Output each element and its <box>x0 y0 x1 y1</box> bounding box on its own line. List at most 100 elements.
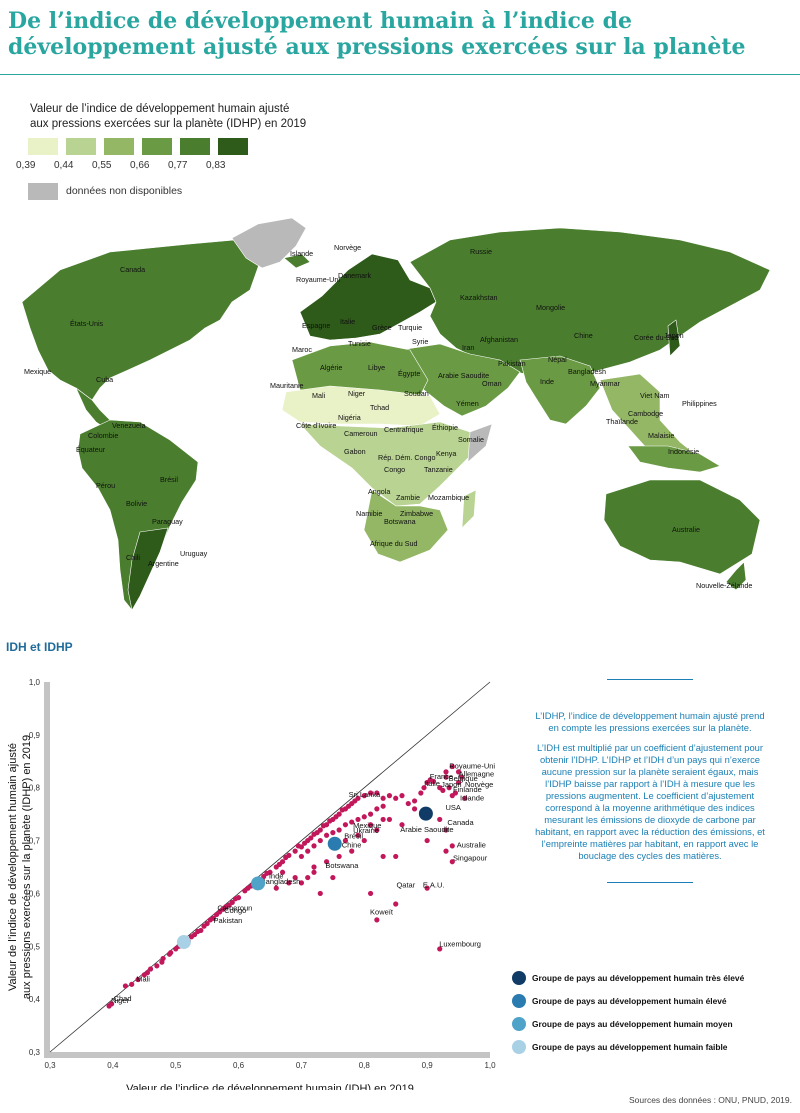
map-label: Namibie <box>356 509 382 518</box>
x-tick-label: 0,6 <box>233 1061 245 1070</box>
map-label: Nigéria <box>338 413 361 422</box>
data-point <box>393 901 399 907</box>
data-point <box>323 832 330 838</box>
legend-swatch-5 <box>218 138 248 155</box>
map-label: Australie <box>672 525 700 534</box>
world-map: Canada États-Unis Mexique Cuba VenezuelaColo… <box>21 217 771 611</box>
data-point <box>210 915 217 921</box>
nodata-label: données non disponibles <box>66 185 183 197</box>
point-label: Mexique <box>353 821 381 830</box>
data-point <box>455 769 462 775</box>
point-label: Allemagne <box>459 769 494 778</box>
point-label: Ukraine <box>353 826 379 835</box>
point-label: Chad <box>114 994 132 1003</box>
map-label: Népal <box>548 355 567 364</box>
data-point <box>443 848 449 854</box>
data-point <box>443 769 449 775</box>
data-point <box>273 885 279 891</box>
group-marker <box>251 876 266 891</box>
data-point <box>336 811 342 817</box>
explanation-box: L’IDHP, l’indice de développement humain… <box>530 679 770 883</box>
map-label: Royaume-Uni <box>296 275 340 284</box>
map-label: Pérou <box>96 481 115 490</box>
map-label: Uruguay <box>180 549 208 558</box>
data-point <box>440 787 446 793</box>
group-legend-item: Groupe de pays au développement humain m… <box>512 1012 744 1035</box>
data-point <box>449 843 455 849</box>
map-label: Angola <box>368 487 390 496</box>
africa-central <box>299 421 479 507</box>
point-label: Botswana <box>325 861 359 870</box>
map-label: Libye <box>368 363 385 372</box>
greenland <box>231 217 307 269</box>
data-point <box>267 869 273 875</box>
point-label: Luxembourg <box>439 939 481 948</box>
data-point <box>122 983 129 989</box>
chart-group-markers <box>176 806 433 950</box>
group-legend-label: Groupe de pays au développement humain m… <box>532 1018 733 1029</box>
data-point <box>323 859 330 865</box>
data-point <box>355 832 361 838</box>
map-label: Syrie <box>412 337 428 346</box>
data-point <box>424 837 430 844</box>
point-label: Brésil <box>344 832 363 841</box>
map-legend-swatches <box>28 138 256 155</box>
legend-tick: 0,39 <box>16 160 36 171</box>
data-point <box>393 853 399 860</box>
chart-points <box>106 763 468 1009</box>
map-label: Mozambique <box>428 493 469 502</box>
map-label: Turquie <box>398 323 422 332</box>
map-label: Russie <box>470 247 492 256</box>
explanation-paragraph-1: L’IDHP, l’indice de développement humain… <box>535 710 765 733</box>
map-label: Malaisie <box>648 431 674 440</box>
data-point <box>191 932 198 938</box>
indonesia <box>627 445 721 473</box>
data-point <box>323 822 330 828</box>
point-label: Canada <box>447 818 474 827</box>
data-point <box>380 816 386 823</box>
map-label: Égypte <box>398 369 420 378</box>
point-label: Finlande <box>453 785 482 794</box>
point-label: Qatar <box>396 880 415 889</box>
map-label: Cuba <box>96 375 113 384</box>
map-label: Tunisie <box>348 339 371 348</box>
section-title: IDH et IDHP <box>6 640 73 654</box>
x-axis-title: Valeur de l’indice de développement huma… <box>126 1083 414 1090</box>
x-tick-label: 0,9 <box>422 1061 434 1070</box>
point-label: Inde <box>269 871 284 880</box>
group-legend-dot <box>512 1016 526 1031</box>
map-label: Islande <box>290 249 313 258</box>
y-axis-title-line2: aux pressions exercées sur la planète (I… <box>21 735 33 999</box>
data-point <box>235 895 242 901</box>
data-point <box>430 778 437 784</box>
point-label: USA <box>445 803 460 812</box>
data-point <box>261 873 267 880</box>
x-tick-label: 0,7 <box>296 1061 308 1070</box>
data-point <box>349 819 355 825</box>
data-point <box>298 844 305 850</box>
data-point <box>443 827 449 833</box>
map-label: Afrique du Sud <box>370 539 418 548</box>
data-point <box>446 785 452 791</box>
legend-swatch-3 <box>142 138 172 155</box>
point-label: Congo <box>224 906 246 915</box>
explanation-paragraph-2: L’IDH est multiplié par un coefficient d… <box>535 742 765 861</box>
legend-tick: 0,55 <box>92 160 112 171</box>
data-point <box>380 795 386 801</box>
map-label: Indonésie <box>668 447 699 456</box>
point-label: Arabie Saoudite <box>400 825 453 834</box>
map-label: Arabie Saoudite <box>438 371 489 380</box>
map-label: Philippines <box>682 399 717 408</box>
data-point <box>330 830 336 836</box>
map-label: Norvège <box>334 243 361 252</box>
data-point <box>308 835 314 841</box>
legend-tick: 0,66 <box>130 160 150 171</box>
point-label: Cameroun <box>217 904 252 913</box>
map-label: Viet Nam <box>640 391 669 400</box>
map-label: Cameroun <box>344 429 378 438</box>
page-title: De l’indice de développement humain à l’… <box>8 8 746 60</box>
y-tick-label: 0,7 <box>29 837 41 846</box>
legend-tick: 0,77 <box>168 160 188 171</box>
x-tick-label: 1,0 <box>484 1061 496 1070</box>
